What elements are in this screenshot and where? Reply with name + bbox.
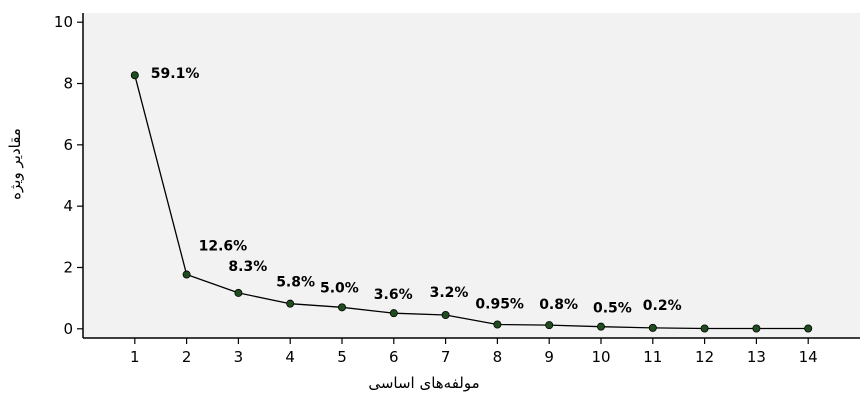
data-point [441,311,450,320]
y-tick-label: 10 [54,13,73,31]
data-label: 0.5% [593,301,632,317]
data-point [234,288,243,297]
y-tick-label: 0 [63,320,73,338]
y-tick-label: 4 [63,197,73,215]
data-point [286,299,295,308]
data-points [130,71,813,333]
y-tick-label: 6 [63,136,73,154]
data-label: 5.8% [276,275,315,291]
data-point [752,324,761,333]
plot-area [83,13,860,338]
x-tick-label: 9 [544,348,554,366]
x-tick-label: 12 [695,348,714,366]
data-label: 12.6% [199,239,248,255]
data-label: 5.0% [320,280,359,296]
x-tick-label: 2 [182,348,192,366]
data-label: 59.1% [151,66,200,82]
data-point [648,323,657,332]
series-line [134,75,809,330]
x-tick-label: 7 [441,348,451,366]
data-point [130,71,139,80]
x-tick-label: 6 [389,348,399,366]
x-axis-title: مولفه‌های اساسی [368,374,479,392]
x-tick-label: 5 [337,348,347,366]
data-point [493,320,502,329]
x-tick-label: 10 [591,348,610,366]
data-point [182,270,191,279]
data-point [337,303,346,312]
y-tick-label: 8 [63,75,73,93]
data-label: 0.8% [539,297,578,313]
data-point [597,322,606,331]
data-label: 3.2% [430,285,469,301]
data-label: 0.2% [643,298,682,314]
y-tick-label: 2 [63,258,73,276]
data-point [389,309,398,318]
x-tick-label: 14 [799,348,818,366]
x-axis-ticks: 1 2 3 4 5 6 7 8 9 10 11 12 13 14 [130,338,818,366]
data-label: 8.3% [228,259,267,275]
x-tick-label: 13 [747,348,766,366]
data-point [700,324,709,333]
data-labels: 59.1% 12.6% 8.3% 5.8% 5.0% 3.6% 3.2% 0.95% 0.8% 0… [151,66,682,316]
data-label: 0.95% [475,297,524,313]
data-label: 3.6% [374,287,413,303]
x-tick-label: 8 [493,348,503,366]
data-point [804,324,813,333]
x-tick-label: 4 [285,348,295,366]
x-tick-label: 11 [643,348,662,366]
x-tick-label: 1 [130,348,140,366]
data-point [545,321,554,330]
y-axis-ticks: 0 2 4 6 8 10 [54,13,83,338]
x-tick-label: 3 [234,348,244,366]
y-axis-title: مقادیر ویژه [6,128,24,200]
